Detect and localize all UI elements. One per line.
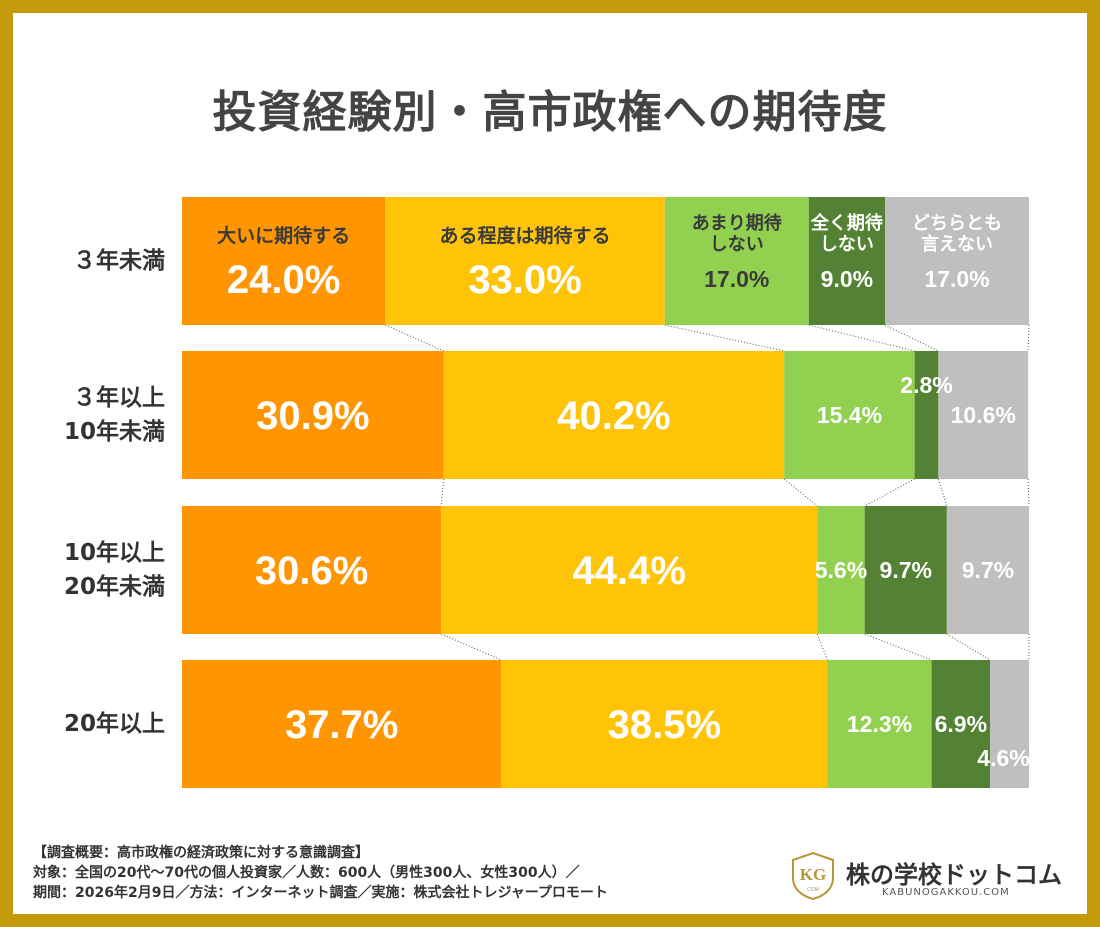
series-line — [664, 324, 785, 352]
data-label: 30.9% — [256, 394, 369, 438]
bar-segment — [182, 197, 386, 325]
bar-segment — [931, 660, 991, 788]
series-line — [884, 324, 939, 352]
series-line — [440, 633, 502, 661]
legend-entry: しない — [820, 234, 874, 255]
legend-entry: ある程度は期待する — [440, 224, 611, 247]
legend-entry: 全く期待 — [810, 212, 883, 234]
series-line — [783, 478, 818, 507]
survey-footnote: 【調査概要：高市政権の経済政策に対する意識調査】 対象：全国の20代〜70代の個… — [33, 843, 608, 903]
legend-entry: 言えない — [921, 233, 993, 255]
data-label: 37.7% — [285, 703, 398, 747]
bar-segment — [817, 506, 865, 634]
chart-title: 投資経験別・高市政権への期待度 — [212, 87, 888, 138]
series-line — [1027, 324, 1030, 352]
logo-mark-text: KG — [800, 865, 826, 884]
data-label: 40.2% — [557, 394, 670, 438]
logo-url: KABUNOGAKKOU.COM — [882, 887, 1010, 898]
data-label: 15.4% — [817, 402, 882, 428]
data-label: 38.5% — [608, 703, 721, 747]
bar-segment — [182, 506, 442, 634]
category-label-line: ３年以上 — [73, 385, 165, 411]
bar-segment — [827, 660, 932, 788]
legend-entry: あまり期待 — [692, 212, 782, 234]
data-label: 17.0% — [924, 266, 989, 292]
bar-segment — [664, 197, 809, 325]
data-label: 6.9% — [935, 711, 987, 737]
series-line — [816, 633, 828, 661]
category-label-line: 20年未満 — [63, 574, 165, 600]
logo-name: 株の学校ドットコム — [846, 861, 1062, 889]
data-label: 9.7% — [962, 557, 1014, 583]
bar-segment — [864, 506, 947, 634]
data-label: 33.0% — [468, 258, 581, 302]
footnote-line-1: 【調査概要：高市政権の経済政策に対する意識調査】 — [33, 845, 369, 861]
category-label: ３年未満 — [0, 244, 165, 278]
legend-entry: 大いに期待する — [217, 224, 350, 247]
category-label: 20年以上 — [0, 707, 165, 741]
bar-segment — [441, 506, 818, 634]
footnote-line-2: 対象：全国の20代〜70代の個人投資家／人数：600人（男性300人、女性300… — [33, 865, 580, 881]
data-label: 10.6% — [951, 402, 1016, 428]
bar-segment — [946, 506, 1029, 634]
data-label: 4.6% — [977, 745, 1029, 771]
series-line — [864, 478, 915, 507]
bar-segment — [914, 351, 939, 479]
logo-mark-sub: COM — [807, 887, 819, 893]
bar-segment — [990, 660, 1029, 788]
data-label: 44.4% — [573, 549, 686, 593]
bar-segment — [938, 351, 1029, 479]
brand-logo: KG COM 株の学校ドットコム KABUNOGAKKOU.COM — [790, 849, 1080, 909]
bar-segment — [182, 660, 502, 788]
shield-logo-icon: KG COM — [792, 851, 834, 901]
series-line — [937, 478, 948, 507]
category-label: ３年以上 10年未満 — [0, 381, 165, 449]
category-label-line: ３年未満 — [73, 248, 165, 274]
category-label-line: 10年未満 — [63, 419, 165, 445]
legend-entry: どちらとも — [912, 213, 1002, 234]
series-line — [385, 324, 444, 352]
series-line — [864, 633, 932, 661]
bar-segment — [443, 351, 785, 479]
data-label: 9.7% — [880, 557, 932, 583]
bar-segment — [885, 197, 1029, 325]
data-label: 9.0% — [821, 266, 873, 292]
bar-segment — [808, 197, 886, 325]
series-line — [1027, 478, 1030, 507]
legend-entry: しない — [710, 234, 764, 255]
bar-segment — [182, 351, 444, 479]
data-label: 12.3% — [847, 711, 912, 737]
bar-segment — [784, 351, 915, 479]
data-label: 24.0% — [227, 258, 340, 302]
category-label-line: 20年以上 — [63, 711, 165, 737]
bar-segment — [501, 660, 828, 788]
series-line — [946, 633, 991, 661]
data-label: 17.0% — [704, 266, 769, 292]
data-label: 30.6% — [255, 549, 368, 593]
bar-segment — [385, 197, 665, 325]
data-label: 5.6% — [815, 557, 867, 583]
series-line — [440, 478, 445, 507]
category-label: 10年以上 20年未満 — [0, 536, 165, 604]
category-label-line: 10年以上 — [63, 540, 165, 566]
series-line — [808, 324, 915, 352]
data-label: 2.8% — [900, 372, 952, 398]
footnote-line-3: 期間：2026年2月9日／方法：インターネット調査／実施：株式会社トレジャープロ… — [33, 885, 608, 901]
